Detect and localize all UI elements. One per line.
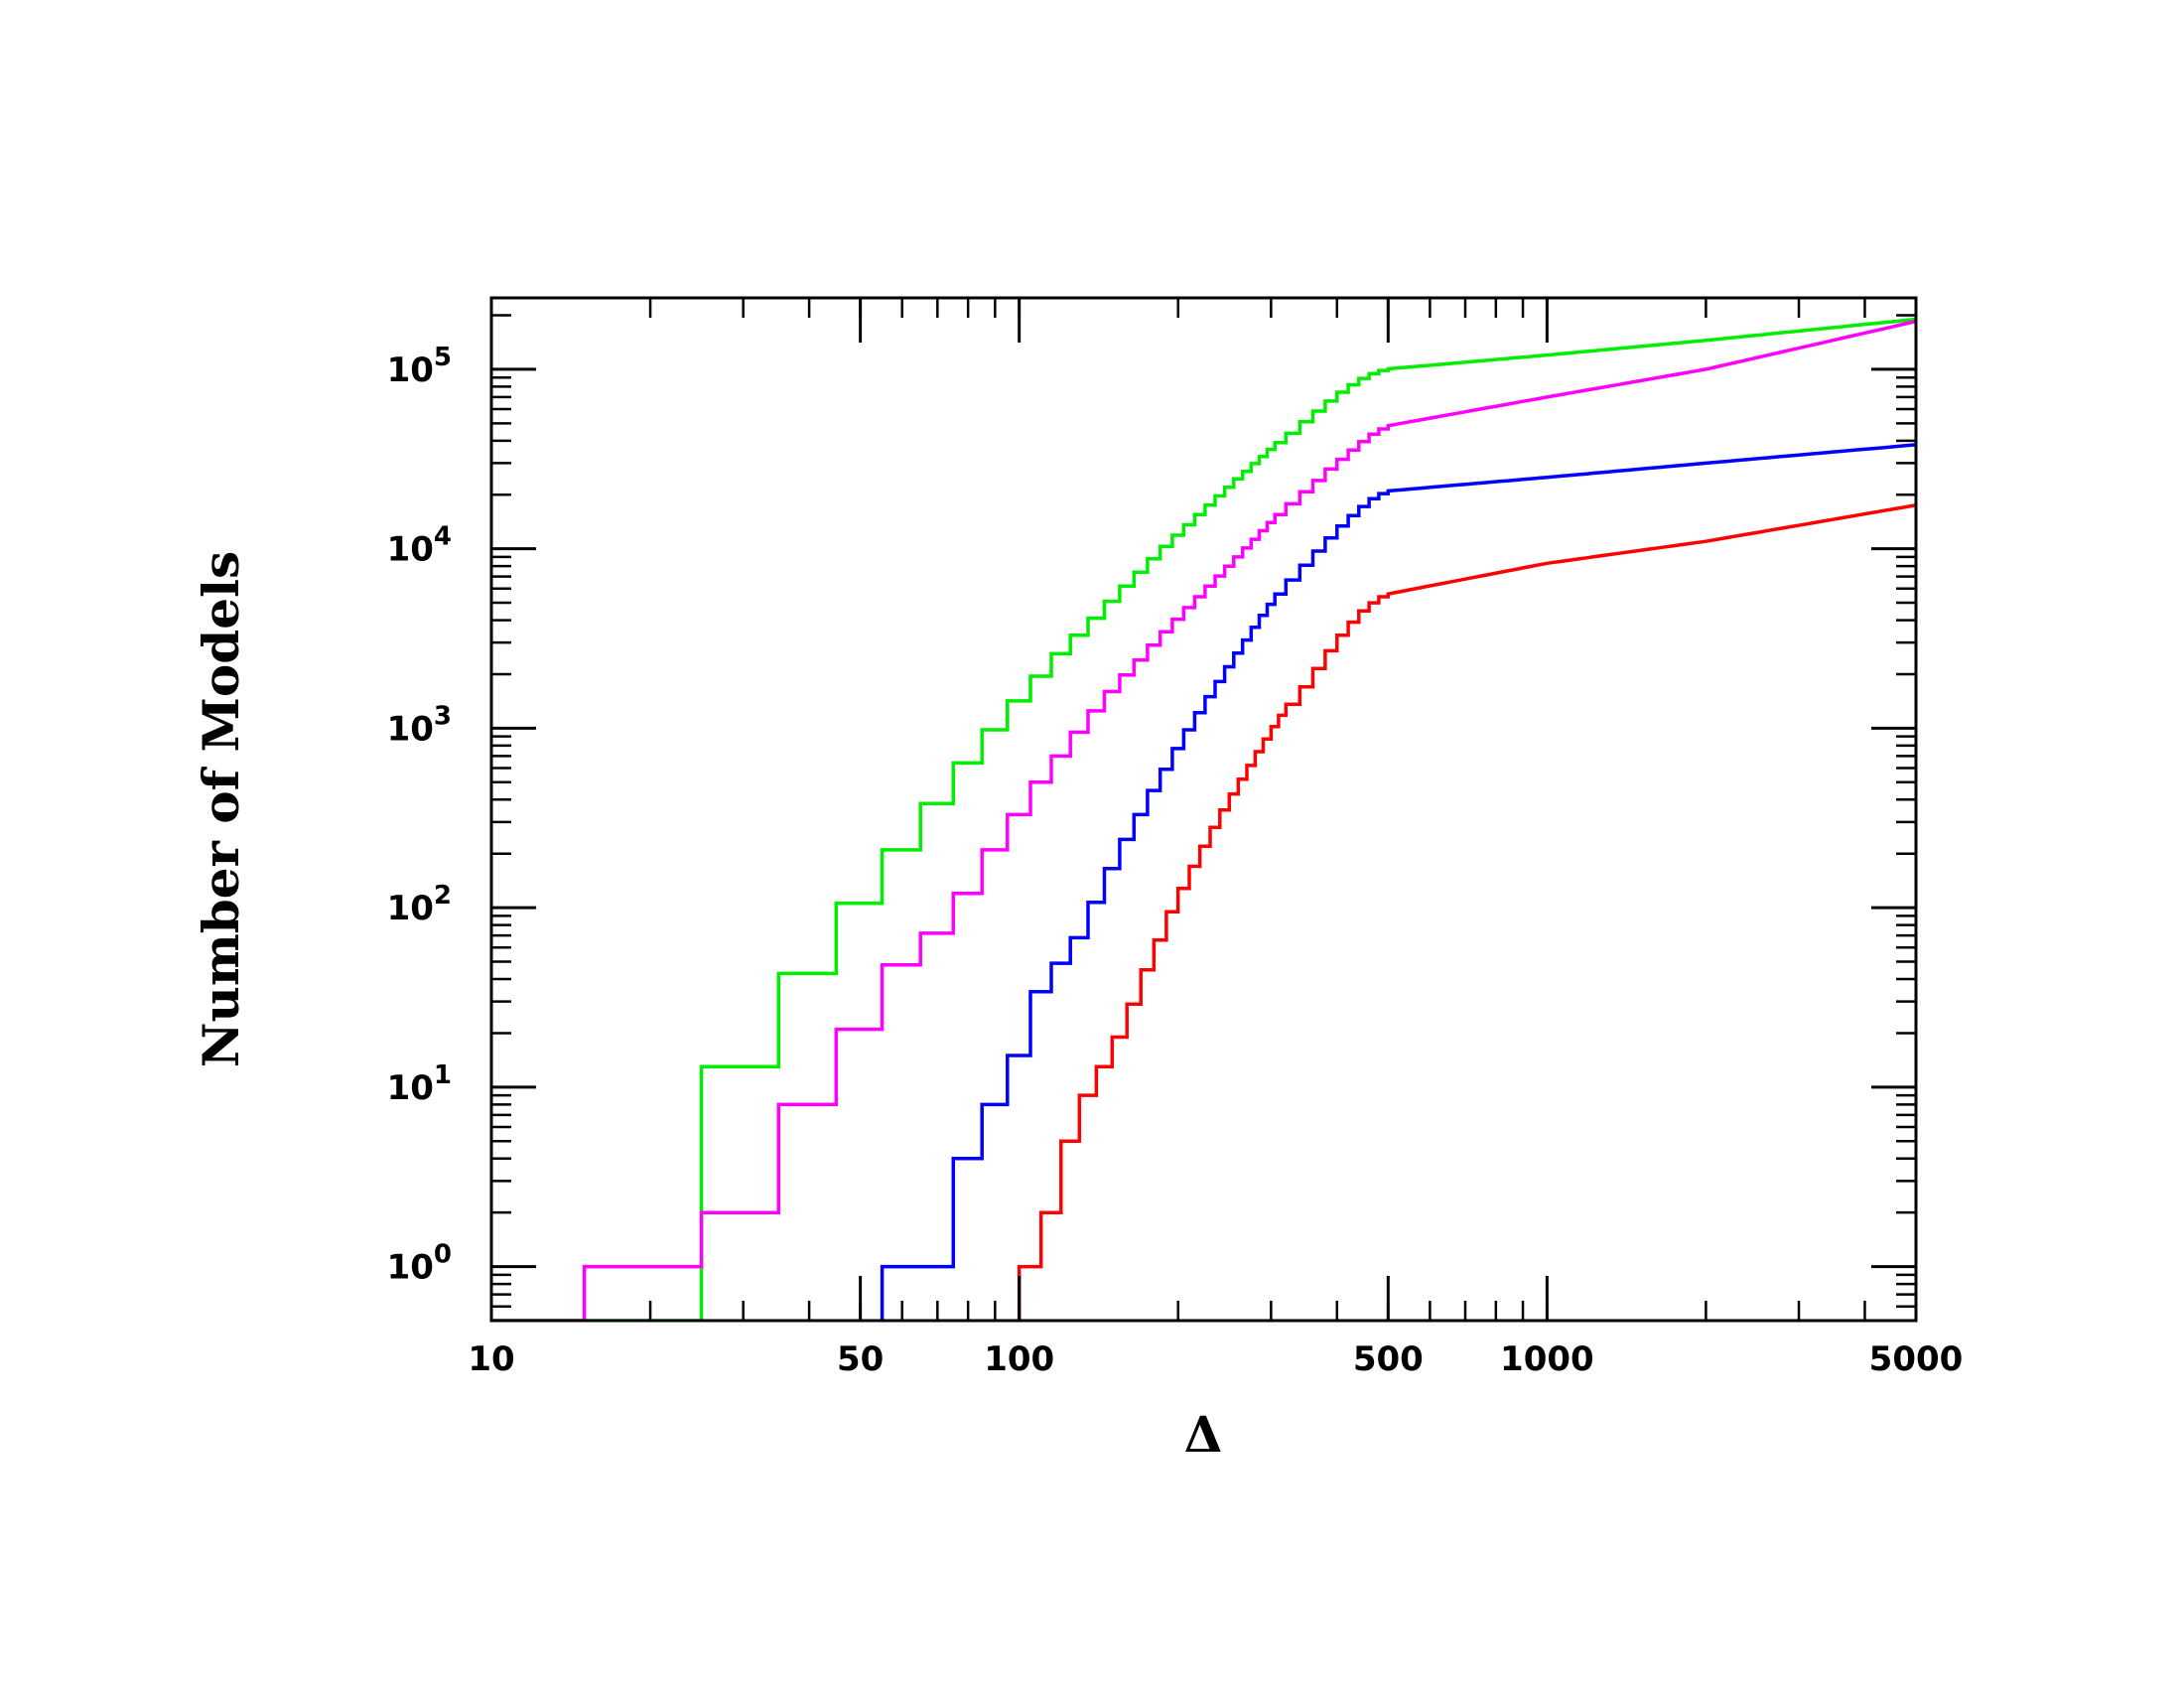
y-tick-label: 101	[387, 1060, 452, 1108]
x-axis-title: Δ	[1184, 1405, 1223, 1464]
y-axis-title: Number of Models	[192, 551, 250, 1067]
series-layer	[491, 317, 1916, 1321]
series-2-line	[491, 319, 1916, 1321]
series-4-line	[1017, 502, 1916, 1321]
x-tick-label: 10	[468, 1339, 514, 1379]
x-tick-label: 50	[837, 1339, 884, 1379]
x-tick-label: 1000	[1500, 1339, 1594, 1379]
plot-frame	[489, 296, 1918, 1323]
x-tick-label: 5000	[1869, 1339, 1964, 1379]
y-tick-label: 103	[387, 701, 452, 749]
y-tick-label: 104	[387, 522, 452, 570]
x-tick-label: 100	[984, 1339, 1054, 1379]
x-tick-label: 500	[1353, 1339, 1424, 1379]
y-tick-label: 102	[387, 881, 452, 928]
y-tick-label: 105	[387, 343, 452, 390]
y-tick-label: 100	[387, 1240, 452, 1288]
series-1-line	[491, 317, 1916, 1321]
ticks-layer	[489, 298, 1918, 1323]
series-3-line	[880, 443, 1916, 1321]
labels-layer: 10 50 100 500 1000 5000 100 101 102 103 104 105	[387, 343, 1964, 1379]
